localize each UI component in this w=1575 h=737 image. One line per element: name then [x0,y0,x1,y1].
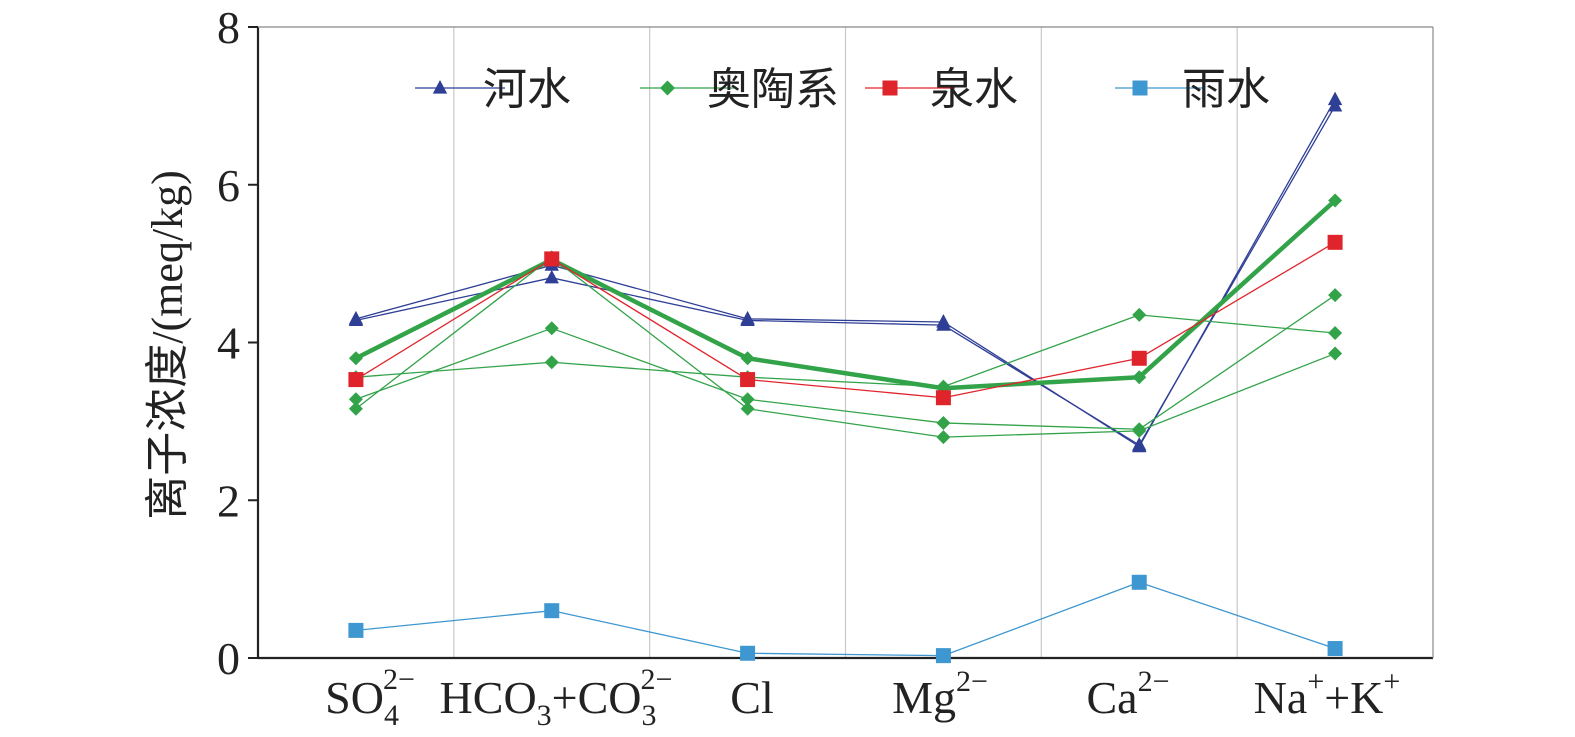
data-point [1328,288,1343,303]
data-point [1328,193,1343,208]
data-point [544,251,560,267]
data-point [936,313,951,328]
data-point [740,372,756,388]
data-point [740,310,755,325]
y-tick-label: 6 [217,160,240,211]
y-axis-label: 离子浓度/(meq/kg) [143,170,192,520]
data-point [936,415,951,430]
data-point [348,392,363,407]
series-line [355,314,1336,388]
y-tick-label: 8 [217,2,240,53]
x-tick-label: Na++K+ [1254,665,1401,723]
data-point [1132,423,1147,438]
data-point [544,269,559,284]
data-point [740,392,755,407]
data-point [1132,370,1147,385]
data-point [1328,326,1343,341]
series-line [355,256,1336,438]
data-point [544,355,559,370]
legend-marker [882,80,898,96]
data-point [1131,574,1147,590]
x-tick-label: Mg2− [892,665,988,723]
data-point [740,351,755,366]
data-point [348,310,364,325]
data-point [1132,307,1147,322]
legend-marker [432,80,448,94]
series-line [355,294,1336,430]
legend-marker [660,80,675,96]
legend-label: 河水 [483,65,571,114]
data-point [544,603,560,619]
data-point [1132,438,1147,453]
x-tick-labels: SO42− HCO3+CO32− Cl Mg2− Ca2− Na++K+ [325,663,1400,732]
data-point [348,401,363,416]
series-line [355,241,1336,399]
legend-marker [1132,80,1148,96]
data-point [936,430,951,445]
series-lines [354,99,1337,657]
y-tick-label: 2 [217,475,240,526]
data-point [544,321,559,336]
series-line [354,198,1337,391]
data-point [348,622,364,638]
data-point [1131,350,1147,366]
data-point [348,372,364,388]
data-point [740,645,756,661]
series-line [355,581,1336,657]
data-point [1327,641,1343,657]
grid-lines [453,27,1238,658]
data-point [935,390,951,406]
data-point [1328,346,1343,361]
y-tick-label: 0 [217,633,240,684]
data-point [348,351,363,366]
x-tick-label: Cl [730,672,773,723]
legend-label: 泉水 [930,65,1018,114]
y-tick-label: 4 [217,318,240,369]
x-tick-label: HCO3+CO32− [440,663,673,732]
data-point [935,648,951,664]
data-point [1327,234,1343,250]
data-point [1327,91,1343,106]
legend: 河水 奥陶系 泉水 雨水 [415,65,1270,114]
x-tick-label: Ca2− [1086,665,1169,723]
legend-label: 雨水 [1182,65,1270,114]
legend-label: 奥陶系 [707,65,839,114]
series-markers [348,91,1343,664]
axes [248,26,1434,660]
x-tick-label: SO42− [325,663,415,732]
y-tick-labels: 0 2 4 6 8 [217,2,240,684]
data-point [740,401,755,416]
